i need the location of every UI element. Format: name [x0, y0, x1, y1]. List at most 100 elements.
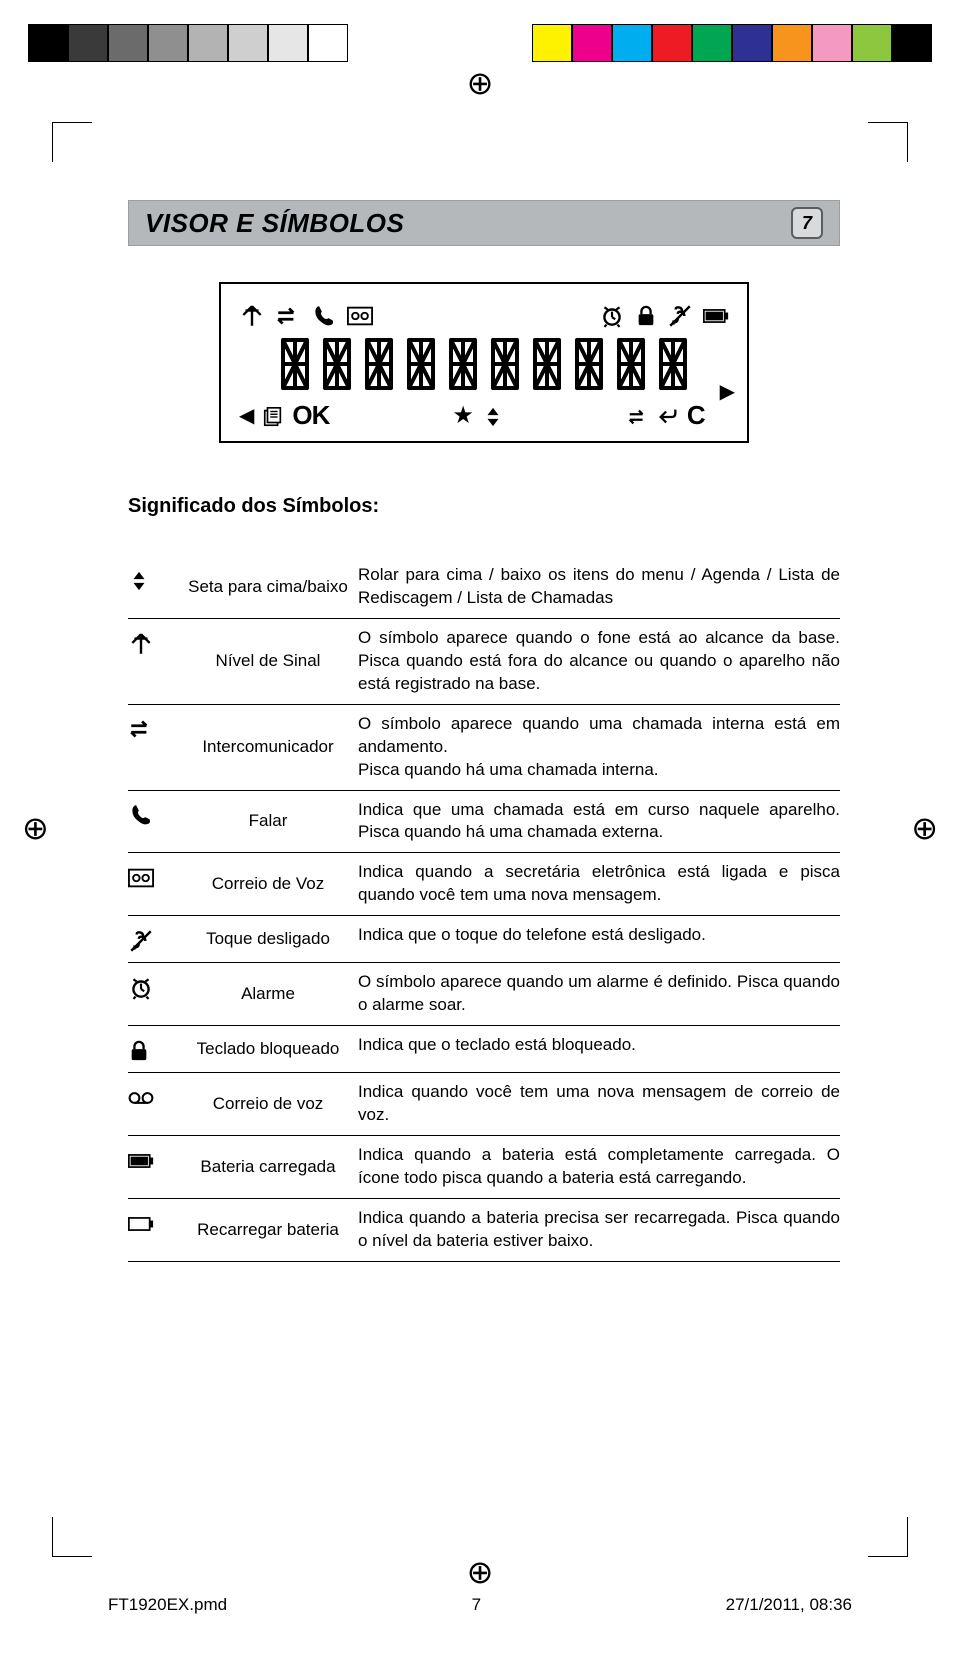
- content-area: VISOR E SÍMBOLOS 7: [128, 200, 840, 1262]
- color-swatch: [228, 24, 268, 62]
- page-title: VISOR E SÍMBOLOS: [145, 208, 404, 239]
- segment-digit: [277, 336, 313, 392]
- symbol-label: Falar: [178, 811, 358, 831]
- symbol-row: Toque desligadoIndica que o toque do tel…: [128, 916, 840, 963]
- symbol-row: Correio de vozIndica quando você tem uma…: [128, 1073, 840, 1136]
- star-icon: ★: [452, 401, 474, 430]
- symbol-description: Indica que o toque do telefone está desl…: [358, 924, 840, 947]
- noring-icon: [128, 924, 178, 954]
- updown-icon: [482, 400, 504, 431]
- segment-digit: [361, 336, 397, 392]
- triangle-left-icon: ◀: [239, 403, 254, 428]
- symbol-description: Indica quando você tem uma nova mensagem…: [358, 1081, 840, 1127]
- symbol-row: Recarregar bateriaIndica quando a bateri…: [128, 1199, 840, 1262]
- lock-icon: [635, 298, 657, 330]
- back-icon: [657, 400, 679, 431]
- segment-digit: [655, 336, 691, 392]
- color-swatch: [28, 24, 68, 62]
- menu-icon: [262, 400, 284, 431]
- symbol-table: Seta para cima/baixoRolar para cima / ba…: [128, 556, 840, 1262]
- color-swatch: [532, 24, 572, 62]
- symbol-description: Indica quando a bateria está completamen…: [358, 1144, 840, 1190]
- battery-full-icon: [703, 298, 729, 330]
- registration-mark-icon: ⊕: [22, 809, 49, 847]
- ok-label: OK: [292, 400, 329, 431]
- segment-digit: [613, 336, 649, 392]
- triangle-right-icon: ▶: [720, 379, 735, 404]
- symbol-row: IntercomunicadorO símbolo aparece quando…: [128, 705, 840, 791]
- symbol-row: FalarIndica que uma chamada está em curs…: [128, 791, 840, 854]
- tape-icon: [347, 298, 373, 330]
- symbol-row: Nível de SinalO símbolo aparece quando o…: [128, 619, 840, 705]
- antenna-icon: [128, 627, 178, 657]
- color-swatch: [772, 24, 812, 62]
- segment-digit: [403, 336, 439, 392]
- symbol-label: Bateria carregada: [178, 1157, 358, 1177]
- segment-digit: [445, 336, 481, 392]
- symbol-description: Indica quando a bateria precisa ser reca…: [358, 1207, 840, 1253]
- symbol-description: Indica quando a secretária eletrônica es…: [358, 861, 840, 907]
- page: ⊕ ⊕ ⊕ ⊕ VISOR E SÍMBOLOS 7: [0, 0, 960, 1655]
- registration-mark-icon: ⊕: [467, 64, 494, 102]
- symbol-label: Nível de Sinal: [178, 651, 358, 671]
- alarm-icon: [128, 971, 178, 1001]
- color-swatch: [108, 24, 148, 62]
- ringer-off-icon: [667, 298, 693, 330]
- symbol-label: Teclado bloqueado: [178, 1039, 358, 1059]
- clear-icon: C: [687, 400, 706, 431]
- color-swatch: [852, 24, 892, 62]
- symbol-label: Intercomunicador: [178, 737, 358, 757]
- intercom-icon: [275, 298, 301, 330]
- page-footer: FT1920EX.pmd 7 27/1/2011, 08:36: [108, 1595, 852, 1615]
- lcd-display: ◀ OK ★ C ▶: [219, 282, 749, 443]
- symbol-description: Indica que uma chamada está em curso naq…: [358, 799, 840, 845]
- crop-mark: [868, 1517, 908, 1557]
- handset-icon: [128, 799, 178, 829]
- symbol-description: O símbolo aparece quando o fone está ao …: [358, 627, 840, 696]
- color-swatch: [188, 24, 228, 62]
- segment-digit: [487, 336, 523, 392]
- color-swatch: [268, 24, 308, 62]
- symbol-row: Teclado bloqueadoIndica que o teclado es…: [128, 1026, 840, 1073]
- lcd-status-row-top: [239, 298, 729, 330]
- title-bar: VISOR E SÍMBOLOS 7: [128, 200, 840, 246]
- symbol-label: Alarme: [178, 984, 358, 1004]
- crop-mark: [868, 122, 908, 162]
- tape-icon: [128, 861, 178, 891]
- symbol-description: O símbolo aparece quando uma chamada int…: [358, 713, 840, 782]
- symbol-label: Correio de Voz: [178, 874, 358, 894]
- antenna-icon: [239, 298, 265, 330]
- symbol-label: Correio de voz: [178, 1094, 358, 1114]
- color-swatch: [572, 24, 612, 62]
- symbol-label: Seta para cima/baixo: [178, 577, 358, 597]
- segment-digit: [319, 336, 355, 392]
- color-bar: [532, 12, 932, 62]
- symbol-row: AlarmeO símbolo aparece quando um alarme…: [128, 963, 840, 1026]
- crop-mark: [52, 122, 92, 162]
- segment-digit: [529, 336, 565, 392]
- color-swatch: [892, 24, 932, 62]
- lcd-segment-row: [239, 336, 729, 392]
- symbol-description: O símbolo aparece quando um alarme é def…: [358, 971, 840, 1017]
- symbol-label: Recarregar bateria: [178, 1220, 358, 1240]
- lock-icon: [128, 1034, 178, 1064]
- batfull-icon: [128, 1144, 178, 1174]
- symbol-row: Correio de VozIndica quando a secretária…: [128, 853, 840, 916]
- symbol-label: Toque desligado: [178, 929, 358, 949]
- alarm-icon: [599, 298, 625, 330]
- segment-digit: [571, 336, 607, 392]
- lcd-status-row-bottom: ◀ OK ★ C ▶: [239, 400, 729, 431]
- color-swatch: [652, 24, 692, 62]
- symbol-description: Indica que o teclado está bloqueado.: [358, 1034, 840, 1057]
- batempty-icon: [128, 1207, 178, 1237]
- grayscale-bar: [28, 12, 348, 62]
- symbol-row: Bateria carregadaIndica quando a bateria…: [128, 1136, 840, 1199]
- page-number-badge: 7: [791, 207, 823, 239]
- crop-mark: [52, 1517, 92, 1557]
- color-swatch: [732, 24, 772, 62]
- color-swatch: [612, 24, 652, 62]
- color-swatch: [308, 24, 348, 62]
- color-swatch: [148, 24, 188, 62]
- intercom-icon: [627, 400, 649, 431]
- footer-filename: FT1920EX.pmd: [108, 1595, 227, 1615]
